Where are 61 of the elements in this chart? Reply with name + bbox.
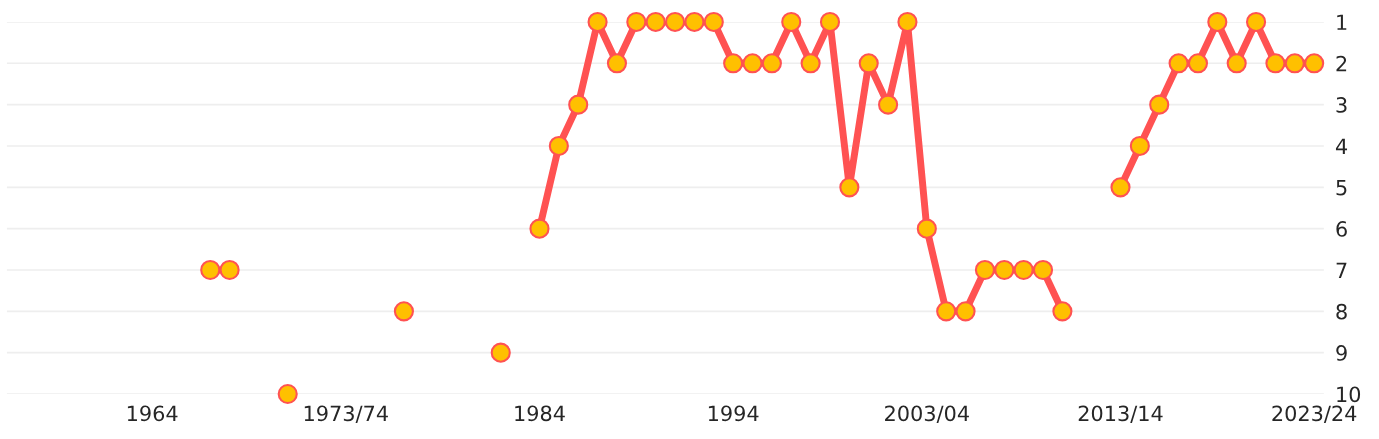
point (1032, 259, 1054, 281)
x-tick-label: 1984 (515, 405, 565, 422)
x-tick-label: 1964 (127, 405, 178, 422)
point (839, 177, 860, 198)
point (548, 135, 569, 157)
point (200, 259, 221, 281)
x-tick-label: 1994 (708, 405, 759, 422)
point (1187, 53, 1209, 74)
point (684, 11, 705, 33)
point (1013, 259, 1034, 281)
y-tick-label: 9 (1336, 345, 1347, 361)
point (703, 11, 724, 33)
point (219, 259, 240, 281)
point (606, 53, 628, 74)
point (277, 383, 298, 405)
point (936, 301, 957, 322)
point (1052, 301, 1073, 322)
point (761, 53, 782, 74)
x-tick-label: 2013/14 (1078, 405, 1163, 423)
x-tick-label: 2023/24 (1272, 405, 1357, 423)
point (781, 11, 802, 33)
y-tick-label: 6 (1336, 221, 1347, 237)
y-tick-label: 8 (1336, 303, 1347, 320)
y-tick-label: 2 (1336, 55, 1347, 72)
point (393, 301, 414, 322)
point (1149, 94, 1170, 115)
point (1129, 135, 1150, 157)
point (878, 94, 899, 115)
point (974, 259, 995, 281)
point (858, 53, 879, 74)
point (897, 11, 918, 33)
point (568, 94, 589, 115)
y-tick-label: 7 (1336, 262, 1347, 278)
point (955, 301, 976, 322)
point (1245, 11, 1267, 33)
point (819, 11, 841, 33)
point (1226, 53, 1247, 74)
point (626, 11, 647, 33)
point (742, 53, 763, 74)
x-tick-label: 2003/04 (885, 405, 969, 423)
point (1265, 53, 1286, 74)
y-tick-label: 3 (1336, 97, 1347, 113)
point (916, 218, 937, 239)
point (1207, 11, 1228, 33)
y-tick-label: 1 (1337, 14, 1347, 30)
point (664, 11, 686, 33)
point (800, 53, 821, 74)
point (1284, 53, 1305, 74)
point (490, 342, 511, 363)
y-tick-label: 10 (1337, 386, 1361, 403)
point (1304, 53, 1325, 74)
x-tick-label: 1973/74 (304, 405, 388, 423)
point (1168, 53, 1189, 74)
point (529, 218, 550, 239)
y-tick-label: 4 (1335, 138, 1348, 154)
point (994, 259, 1015, 281)
point (723, 53, 744, 74)
y-tick-label: 5 (1336, 180, 1347, 196)
point (645, 11, 666, 33)
point (1110, 177, 1131, 198)
point (587, 11, 608, 33)
